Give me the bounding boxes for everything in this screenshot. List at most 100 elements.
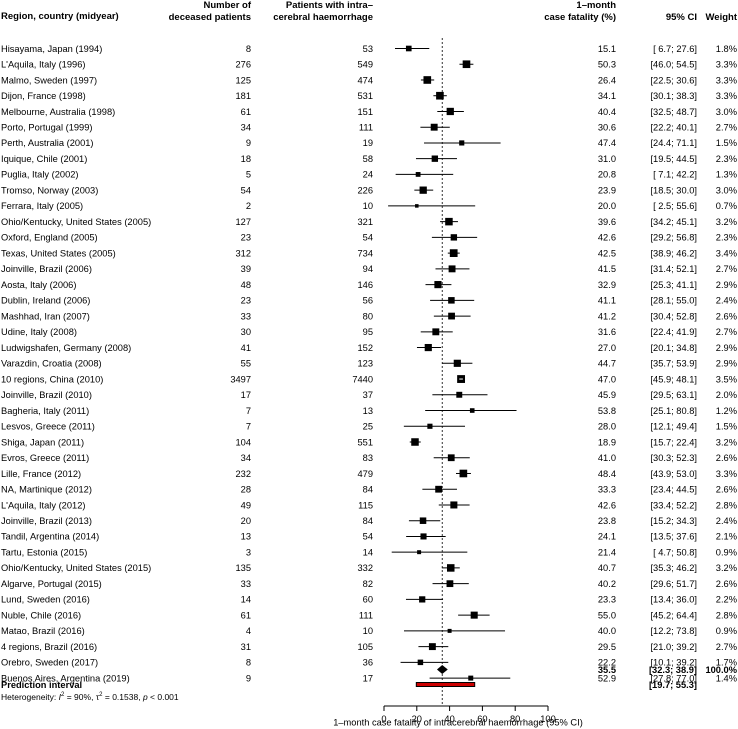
case-fatality-value: 21.4 (598, 547, 616, 557)
weight-value: 0.9% (716, 547, 737, 557)
ci-text: [ 7.1; 42.2] (653, 170, 697, 180)
case-fatality-value: 50.3 (598, 60, 616, 70)
point-estimate-square (448, 297, 455, 304)
study-name: Bagheria, Italy (2011) (1, 406, 89, 416)
study-row: Joinville, Brazil (2006) 39 94 41.5 [31.4; 5… (1, 264, 737, 274)
study-name: Aosta, Italy (2006) (1, 280, 76, 290)
point-estimate-square (446, 564, 455, 572)
patient-count: 13 (363, 406, 373, 416)
ci-text: [29.6; 51.7] (650, 579, 697, 589)
weight-value: 3.3% (716, 75, 737, 85)
deceased-count: 9 (246, 673, 251, 683)
deceased-count: 135 (235, 563, 251, 573)
patient-count: 53 (363, 44, 373, 54)
case-fatality-value: 24.1 (598, 532, 616, 542)
weight-value: 3.5% (716, 374, 737, 384)
case-fatality-value: 41.5 (598, 264, 616, 274)
deceased-count: 14 (241, 595, 251, 605)
weight-value: 1.4% (716, 673, 737, 683)
case-fatality-value: 27.0 (598, 343, 616, 353)
study-name: Tromso, Norway (2003) (1, 185, 98, 195)
study-name: Puglia, Italy (2002) (1, 170, 79, 180)
patient-count: 95 (363, 327, 373, 337)
study-name: Hisayama, Japan (1994) (1, 44, 102, 54)
patient-count: 60 (363, 595, 373, 605)
point-estimate-square (417, 550, 422, 555)
point-estimate-square (431, 155, 439, 162)
study-row: Evros, Greece (2011) 34 83 41.0 [30.3; 52.3]… (1, 453, 737, 463)
header-deceased-line1: Number of (204, 0, 252, 11)
point-estimate-square (415, 172, 421, 177)
case-fatality-value: 44.7 (598, 359, 616, 369)
ci-text: [24.4; 71.1] (650, 138, 697, 148)
study-row: Lesvos, Greece (2011) 7 25 28.0 [12.1; 49.4]… (1, 422, 737, 432)
deceased-count: 3497 (230, 374, 251, 384)
point-estimate-square (435, 485, 442, 493)
weight-value: 3.3% (716, 60, 737, 70)
case-fatality-value: 40.2 (598, 579, 616, 589)
study-row: Tartu, Estonia (2015) 3 14 21.4 [ 4.7; 50.8]… (1, 547, 737, 557)
study-name: L'Aquila, Italy (2012) (1, 500, 85, 510)
study-row: NA, Martinique (2012) 28 84 33.3 [23.4; 44.5… (1, 485, 737, 495)
ci-text: [ 6.7; 27.6] (653, 44, 697, 54)
weight-value: 2.2% (716, 595, 737, 605)
header-fatality-line1: 1–month (576, 0, 616, 11)
prediction-interval-ci: [19.7; 55.3] (649, 680, 697, 690)
point-estimate-square (423, 76, 432, 84)
ci-text: [45.9; 48.1] (650, 374, 697, 384)
deceased-count: 276 (235, 60, 251, 70)
point-estimate-square (434, 281, 442, 289)
study-name: Algarve, Portugal (2015) (1, 579, 102, 589)
weight-value: 2.7% (716, 123, 737, 133)
study-row: Aosta, Italy (2006) 48 146 32.9 [25.3; 41.1]… (1, 280, 737, 290)
deceased-count: 23 (241, 296, 251, 306)
case-fatality-value: 34.1 (598, 91, 616, 101)
study-row: Perth, Australia (2001) 9 19 47.4 [24.4; 71.… (1, 138, 737, 148)
study-row: Lille, France (2012) 232 479 48.4 [43.9; 53.… (1, 469, 737, 479)
deceased-count: 125 (235, 75, 251, 85)
ci-text: [38.9; 46.2] (650, 248, 697, 258)
point-estimate-square (459, 469, 468, 478)
patient-count: 14 (363, 547, 373, 557)
weight-value: 2.3% (716, 233, 737, 243)
patient-count: 83 (363, 453, 373, 463)
patient-count: 54 (363, 233, 373, 243)
deceased-count: 54 (241, 185, 251, 195)
point-estimate-square (419, 186, 427, 194)
case-fatality-value: 41.0 (598, 453, 616, 463)
study-name: Dublin, Ireland (2006) (1, 296, 90, 306)
study-name: Orebro, Sweden (2017) (1, 658, 98, 668)
point-estimate-square (432, 328, 440, 336)
study-row: Ludwigshafen, Germany (2008) 41 152 27.0 [20… (1, 343, 737, 353)
weight-value: 2.6% (716, 453, 737, 463)
study-row: Tromso, Norway (2003) 54 226 23.9 [18.5; 30.… (1, 185, 737, 195)
deceased-count: 7 (246, 406, 251, 416)
weight-value: 2.1% (716, 532, 737, 542)
header-patients-line2: cerebral haemorrhage (273, 12, 373, 23)
ci-text: [35.3; 46.2] (650, 563, 697, 573)
point-estimate-square (453, 359, 461, 367)
weight-value: 2.4% (716, 516, 737, 526)
patient-count: 531 (357, 91, 373, 101)
pooled-estimate-weight: 100.0% (705, 665, 737, 675)
deceased-count: 104 (235, 437, 251, 447)
ci-text: [30.3; 52.3] (650, 453, 697, 463)
x-tick-label: 60 (477, 714, 487, 724)
study-name: Ohio/Kentucky, United States (2005) (1, 217, 151, 227)
ci-text: [10.1; 39.2] (650, 658, 697, 668)
case-fatality-value: 53.8 (598, 406, 616, 416)
point-estimate-square (419, 517, 427, 524)
patient-count: 7440 (352, 374, 373, 384)
study-name: 4 regions, Brazil (2016) (1, 642, 97, 652)
study-row: Bagheria, Italy (2011) 7 13 53.8 [25.1; 80.8… (1, 406, 737, 416)
patient-count: 17 (363, 673, 373, 683)
deceased-count: 18 (241, 154, 251, 164)
weight-value: 0.7% (716, 201, 737, 211)
tau2-superscript: 2 (99, 692, 103, 698)
study-name: Perth, Australia (2001) (1, 138, 94, 148)
weight-value: 1.3% (716, 170, 737, 180)
study-row: Puglia, Italy (2002) 5 24 20.8 [ 7.1; 42.2] 1… (1, 170, 737, 180)
study-row: Matao, Brazil (2016) 4 10 40.0 [12.2; 73.8] 0… (1, 626, 737, 636)
ci-text: [25.3; 41.1] (650, 280, 697, 290)
